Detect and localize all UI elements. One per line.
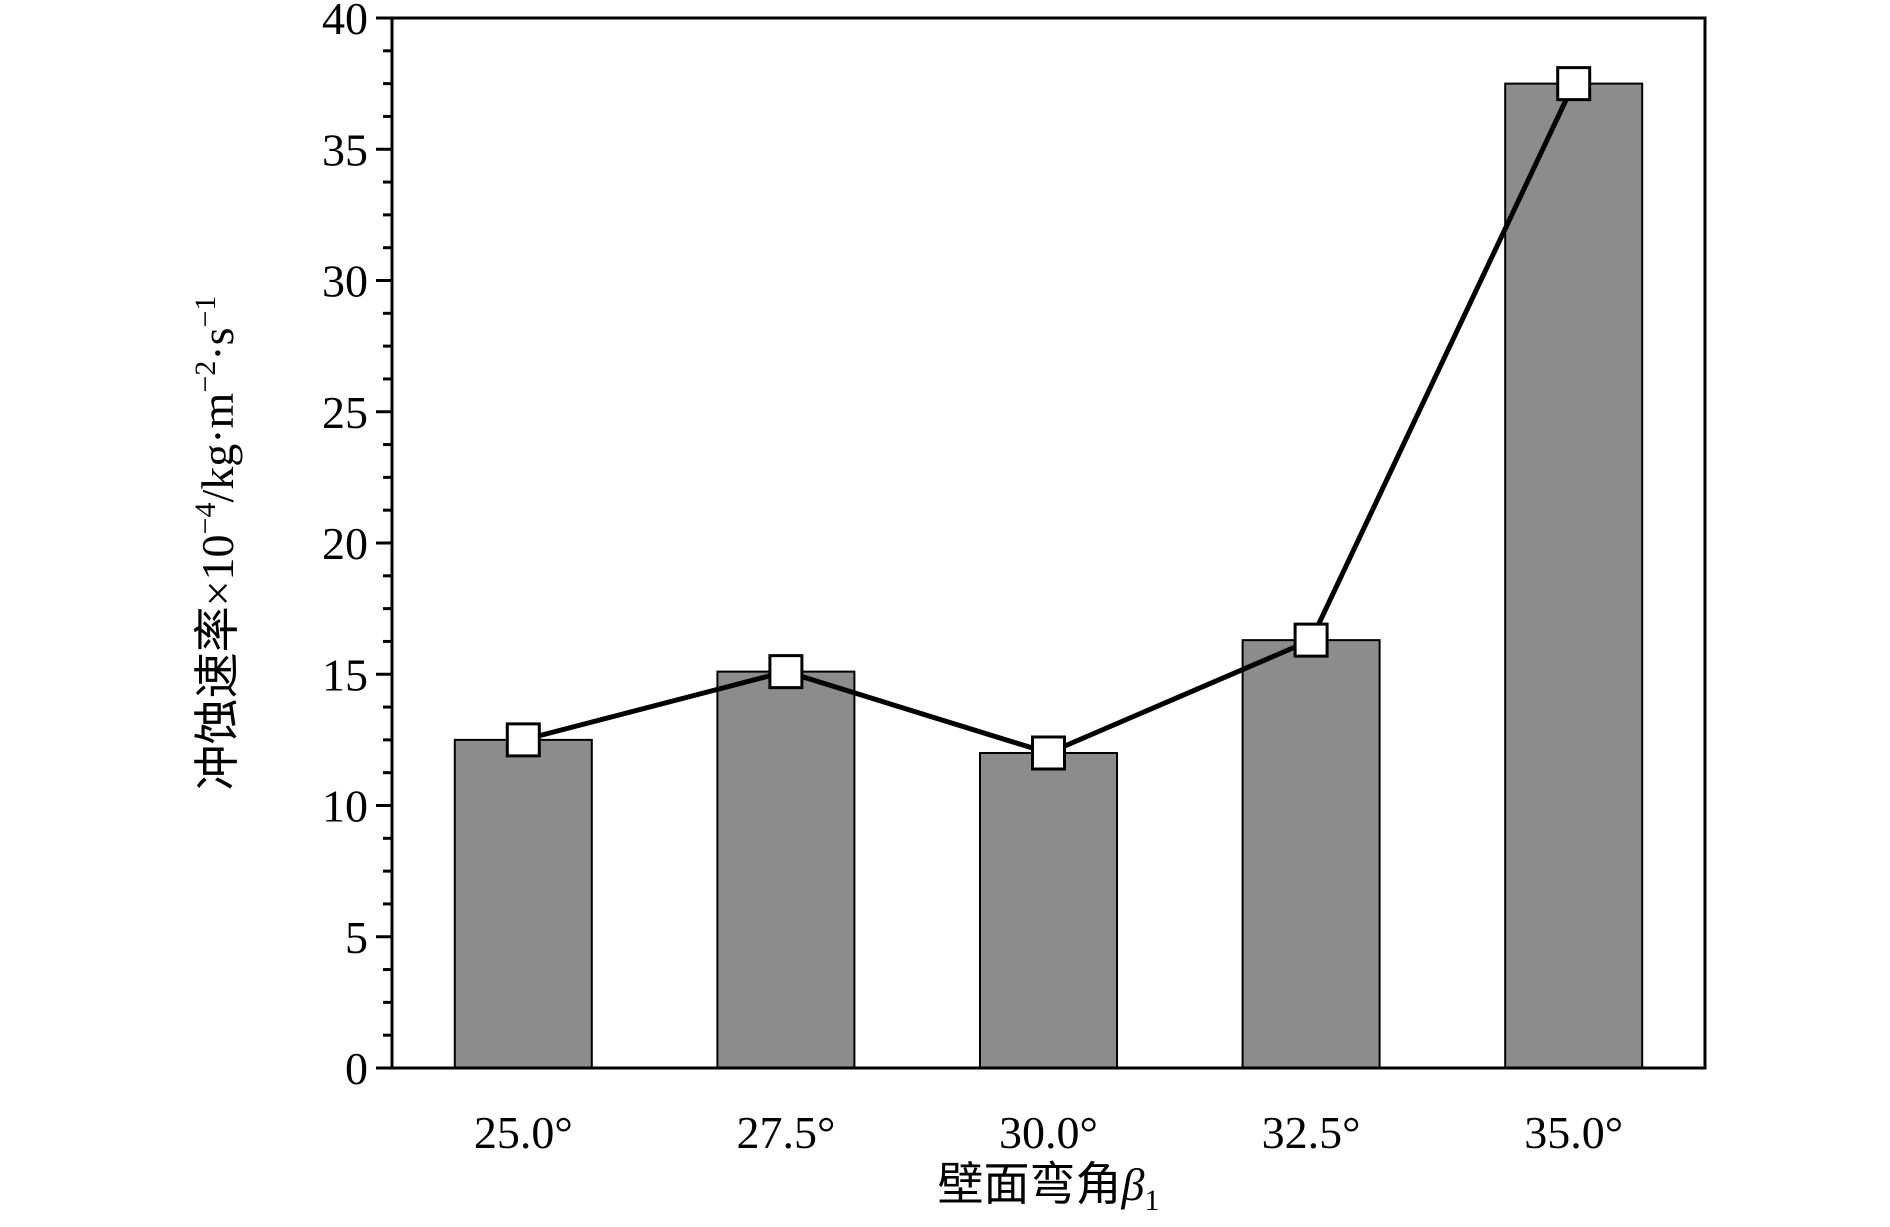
- y-tick-label: 40: [322, 0, 368, 44]
- y-tick-label: 0: [345, 1043, 368, 1094]
- y-axis-title-exp1: −4: [189, 503, 222, 535]
- y-tick-label: 15: [322, 649, 368, 700]
- y-tick-label: 20: [322, 518, 368, 569]
- bar-2: [979, 752, 1118, 1069]
- bar-1: [716, 670, 856, 1069]
- x-axis-title-subscript: 1: [1144, 1184, 1159, 1217]
- x-axis-title-symbol: β: [1121, 1159, 1145, 1210]
- y-axis-title-unit1: /kg·m: [192, 392, 243, 502]
- y-tick-label: 35: [322, 124, 368, 175]
- bar-group: [453, 82, 1644, 1069]
- y-tick-label: 25: [322, 387, 368, 438]
- x-axis-title-main: 壁面弯角: [938, 1159, 1122, 1210]
- series-line-group: [522, 82, 1576, 756]
- x-tick-label: 27.5°: [736, 1107, 835, 1158]
- y-axis-title-unit2: ·s: [192, 328, 243, 361]
- x-axis: 25.0° 27.5° 30.0° 32.5° 35.0°: [474, 1107, 1623, 1158]
- x-tick-label: 30.0°: [999, 1107, 1098, 1158]
- x-tick-label: 25.0°: [474, 1107, 573, 1158]
- y-tick-label: 5: [345, 912, 368, 963]
- x-tick-label: 32.5°: [1262, 1107, 1361, 1158]
- bar-3: [1241, 639, 1381, 1069]
- y-axis-title-exp2: −2: [189, 361, 222, 393]
- y-tick-label: 10: [322, 781, 368, 832]
- point-marker-1: [768, 654, 804, 690]
- marker-group: [505, 66, 1592, 771]
- y-axis-title: 冲蚀速率×10−4/kg·m−2·s−1: [189, 296, 243, 791]
- point-marker-3: [1293, 622, 1329, 658]
- y-axis-title-main: 冲蚀速率×10: [192, 534, 243, 790]
- x-axis-title: 壁面弯角β1: [938, 1159, 1160, 1217]
- y-axis: 0 5 10 15 20 25 30 35 40: [322, 0, 392, 1094]
- y-tick-label: 30: [322, 256, 368, 307]
- y-axis-title-exp3: −1: [189, 296, 222, 328]
- point-marker-4: [1556, 66, 1592, 102]
- bar-0: [453, 738, 593, 1069]
- point-marker-0: [505, 722, 541, 758]
- x-tick-label: 35.0°: [1524, 1107, 1623, 1158]
- bar-4: [1504, 82, 1644, 1069]
- point-marker-2: [1031, 735, 1066, 771]
- series-line: [522, 82, 1576, 756]
